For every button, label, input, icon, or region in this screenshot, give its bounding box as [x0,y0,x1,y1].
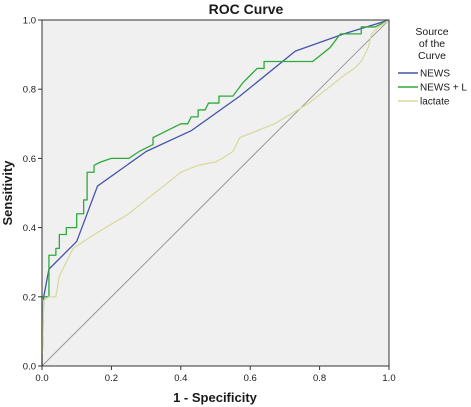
legend-title-line: Curve [418,50,446,62]
y-axis-ticks: 0.0 0.2 0.4 0.6 0.8 1.0 [23,16,42,373]
y-tick-label: 0.2 [23,292,36,303]
diagonal-reference-line [41,19,390,367]
legend-title-line: Source [415,26,448,38]
x-tick-label: 1.0 [382,373,395,384]
legend-label-1: NEWS [420,69,450,80]
x-tick-label: 0.4 [174,373,187,384]
plot-border [41,19,390,367]
x-tick-label: 0.2 [105,373,118,384]
y-tick-label: 0.4 [23,223,36,234]
series-line-3 [41,19,390,367]
chart-title: ROC Curve [209,1,284,17]
reference-line [41,19,390,367]
y-axis-label: Sensitivity [0,160,15,226]
x-axis-label: 1 - Specificity [173,390,258,405]
series-line-1 [41,19,390,367]
x-tick-label: 0.8 [313,373,326,384]
legend-label-3: lactate [420,97,450,108]
x-tick-label: 0.6 [244,373,257,384]
legend-label-2: NEWS + L [420,83,467,94]
y-tick-label: 0.0 [23,362,36,373]
series-line-2 [41,19,390,366]
x-tick-label: 0.0 [35,373,48,384]
series-lines [41,19,390,367]
x-axis-ticks: 0.0 0.2 0.4 0.6 0.8 1.0 [35,366,396,384]
y-tick-label: 0.8 [23,85,36,96]
y-tick-label: 1.0 [23,16,36,27]
legend-title-line: of the [419,38,445,50]
y-tick-label: 0.6 [23,154,36,165]
